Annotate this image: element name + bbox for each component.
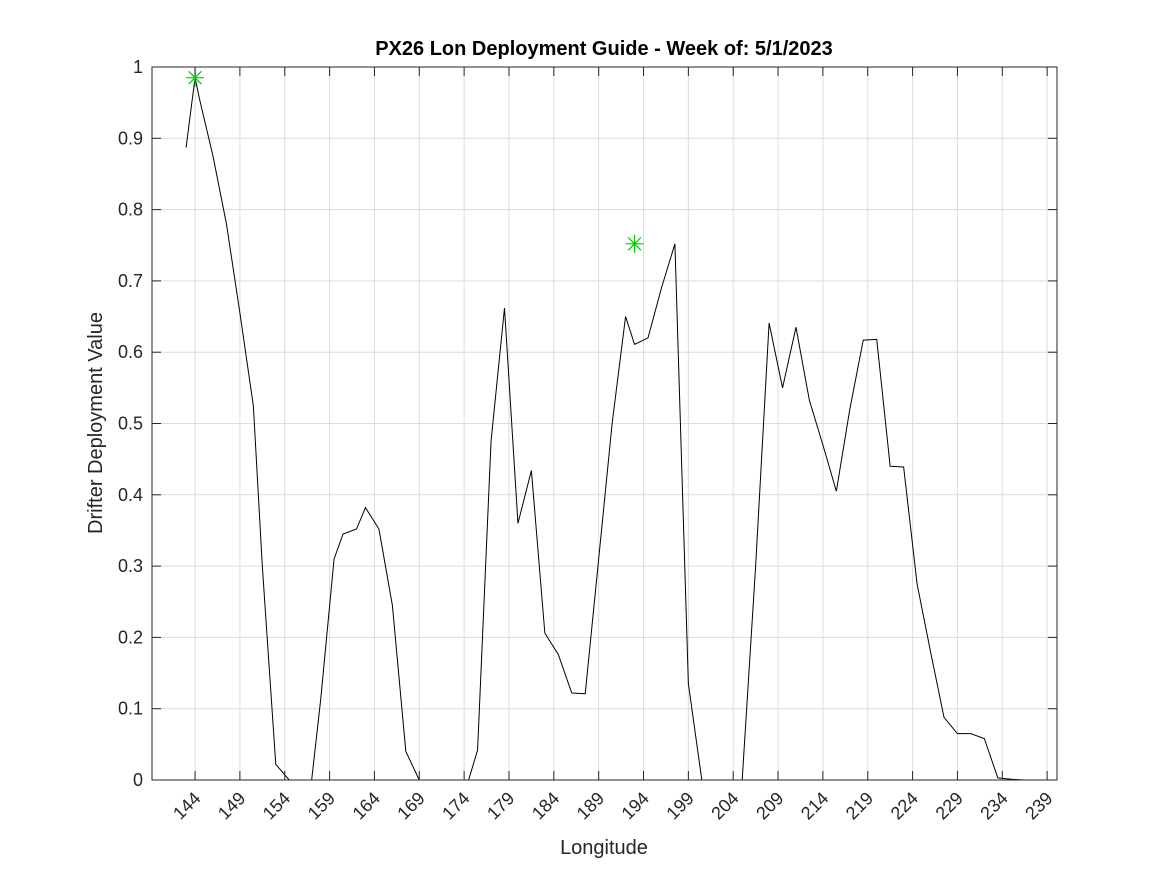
y-tick-label: 0 <box>133 770 143 790</box>
y-tick-label: 0.4 <box>118 485 143 505</box>
grid <box>152 66 1057 781</box>
x-tick-label: 204 <box>707 788 742 823</box>
x-tick-label: 209 <box>752 788 787 823</box>
x-tick-label: 214 <box>797 788 832 823</box>
x-tick-label: 144 <box>169 788 204 823</box>
x-tick-label: 189 <box>573 788 608 823</box>
x-tick-label: 184 <box>528 788 563 823</box>
y-tick-label: 0.9 <box>118 128 143 148</box>
y-tick-label: 0.3 <box>118 556 143 576</box>
marker-stroke <box>627 237 642 251</box>
x-tick-label: 194 <box>618 788 653 823</box>
x-tick-label: 229 <box>932 788 967 823</box>
x-tick-label: 174 <box>438 788 473 823</box>
ticks <box>152 66 1057 781</box>
x-tick-labels: 144 149 154 159 164 169 174 179 184 189 194 199 204 2… <box>169 788 1056 823</box>
y-tick-label: 0.1 <box>118 699 143 719</box>
y-tick-label: 0.5 <box>118 414 143 434</box>
series-line <box>185 77 1039 781</box>
markers <box>186 68 644 253</box>
y-tick-label: 0.7 <box>118 271 143 291</box>
x-tick-label: 149 <box>214 788 249 823</box>
x-tick-label: 154 <box>259 788 294 823</box>
y-tick-labels: 0 0.1 0.2 0.3 0.4 0.5 0.6 0.7 0.8 0.9 1 <box>118 57 143 790</box>
series-layer <box>185 77 1039 781</box>
x-tick-label: 234 <box>976 788 1011 823</box>
marker-stroke <box>188 70 202 85</box>
x-tick-label: 239 <box>1021 788 1056 823</box>
y-tick-label: 0.2 <box>118 627 143 647</box>
x-tick-label: 219 <box>842 788 877 823</box>
y-tick-label: 0.6 <box>118 342 143 362</box>
y-tick-label: 0.8 <box>118 200 143 220</box>
asterisk-marker <box>625 234 644 253</box>
x-tick-label: 224 <box>887 788 922 823</box>
x-tick-label: 159 <box>304 788 339 823</box>
x-tick-label: 164 <box>349 788 384 823</box>
x-tick-label: 199 <box>662 788 697 823</box>
chart-title: PX26 Lon Deployment Guide - Week of: 5/1… <box>375 38 833 60</box>
y-axis-label: Drifter Deployment Value <box>85 312 107 534</box>
x-axis-label: Longitude <box>560 837 648 859</box>
y-tick-label: 1 <box>133 57 143 77</box>
x-tick-label: 169 <box>393 788 428 823</box>
x-tick-label: 179 <box>483 788 518 823</box>
